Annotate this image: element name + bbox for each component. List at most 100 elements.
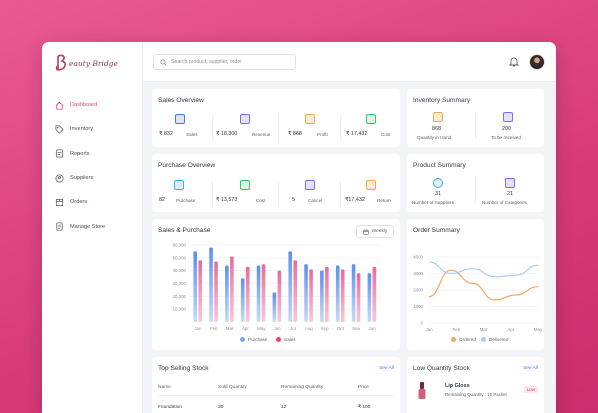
bar-sales [261,264,266,322]
sidebar-item-reports[interactable]: Reports [55,142,105,166]
legend-purchase: Purchase [240,337,267,342]
stat-label: Profit [317,131,328,137]
stat-value: 868 [432,126,441,132]
stat-label: To be received [491,135,521,140]
col-sold: Sold Quantity [218,385,247,390]
avatar[interactable] [529,54,545,70]
sidebar-item-label: Suppliers [70,175,94,182]
bell-icon[interactable] [509,56,519,67]
stat-value: ₹17,432 [345,197,365,203]
order-summary-card: Order Summary 4000 3000 2000 1000 0 Jan Feb Mar… [407,219,544,350]
sidebar-item-label: Reports [70,150,90,157]
logo-b-icon [55,54,66,71]
stat-value: 21 [507,191,513,197]
bar-purchase [367,273,372,322]
sidebar-nav: Dashboard Inventory Reports Suppliers Or… [55,93,105,239]
card-title: Low Quantity Stock [413,365,470,372]
search-icon [160,58,167,66]
bar-purchase [272,292,277,322]
home-icon [55,101,64,110]
quantity-icon [433,112,443,122]
sidebar-item-orders[interactable]: Orders [55,190,105,214]
search-box[interactable] [153,54,296,70]
stat-value: ₹ 17,432 [346,131,368,137]
card-title: Sales & Purchase [158,227,211,234]
x-tick-label: Feb [452,327,460,332]
bar-purchase [304,264,308,322]
bar-sales [198,260,203,322]
card-title: Top Selling Stock [158,365,209,372]
y-tick-label: 3000 [413,271,423,276]
weekly-label: Weekly [371,229,388,234]
col-remaining: Remaining Quantity [281,385,324,390]
sidebar-item-inventory[interactable]: Inventory [55,117,105,141]
legend-ordered: Ordered [451,337,476,342]
divider [475,113,476,139]
clipboard-icon [56,222,63,231]
bar-purchase [225,265,229,322]
legend-label: Delivered [489,337,509,342]
cancel-icon [305,180,315,190]
sales-purchase-chart: 60,000 50,000 40,000 30,000 20,000 10,000 Jan F… [173,243,380,331]
x-tick-label: Mar [226,326,234,331]
legend-sales: Sales [276,337,296,342]
legend-delivered: Delivered [481,337,508,342]
sidebar-item-manage-store[interactable]: Manage Store [55,214,105,238]
stat-label: Cost [381,131,391,137]
cell: Foundation [158,405,183,410]
stat-value: 5 [292,197,295,203]
see-all-link[interactable]: See All [379,366,394,371]
sidebar: eauty Bridge Dashboard Inventory Reports… [42,42,143,413]
calendar-icon [362,229,369,235]
y-tick-label: 60,000 [173,243,187,248]
divider [475,178,476,204]
legend-dot [451,337,456,342]
return-icon [366,180,376,190]
search-input[interactable] [171,59,291,65]
y-tick-label: 4000 [413,255,423,260]
bar-purchase [240,278,245,322]
sidebar-item-label: Manage Store [70,223,106,230]
y-tick-label: 2000 [413,288,423,293]
stat-label: Purchase [176,197,196,203]
bar-purchase [351,264,356,322]
user-circle-icon [55,174,64,183]
sidebar-item-label: Orders [70,199,88,206]
legend-dot [276,337,281,342]
line-ordered [428,269,539,301]
y-tick-label: 30,000 [173,281,187,286]
x-tick-label: Mar [480,327,488,332]
sidebar-item-dashboard[interactable]: Dashboard [55,93,105,117]
see-all-link[interactable]: See All [523,366,538,371]
x-tick-label: Apr [242,326,249,331]
stat-value: 82 [159,197,165,203]
card-title: Purchase Overview [158,162,216,169]
x-tick-label: Apr [507,327,514,332]
low-quantity-card: Low Quantity Stock See All Lip Gloss Rem… [407,357,544,413]
y-tick-label: 0 [421,321,424,326]
card-title: Sales Overview [158,97,204,104]
brand-logo[interactable]: eauty Bridge [55,54,118,72]
list-item[interactable]: Lip Gloss Remaining Quantity : 10 Packet… [413,381,538,401]
bar-purchase [335,265,340,322]
x-tick-label: May [257,326,266,331]
app-window: eauty Bridge Dashboard Inventory Reports… [42,42,556,413]
bar-purchase [288,251,293,322]
sidebar-item-suppliers[interactable]: Suppliers [55,166,105,190]
bar-sales [356,273,361,322]
weekly-button[interactable]: Weekly [356,225,394,238]
divider [340,181,341,207]
cell: ₹ 100 [358,405,371,410]
stat-label: Quantity in Hand [417,135,452,140]
col-name: Name [158,385,171,390]
y-tick-label: 20,000 [173,294,187,299]
divider [278,115,279,141]
logo-text: eauty Bridge [69,58,118,68]
legend-label: Sales [284,337,296,342]
y-tick-label: 10,000 [173,307,187,312]
stat-label: Number of Categories [482,200,527,205]
stat-value: 31 [435,191,441,197]
stat-label: Sales [186,131,198,137]
x-tick-label: Nov [352,326,361,331]
